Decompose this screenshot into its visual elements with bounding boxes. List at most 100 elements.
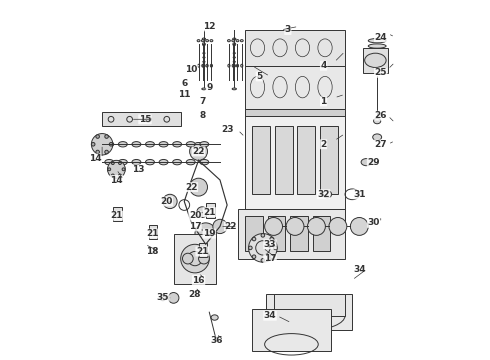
Bar bbox=[198, 243, 207, 257]
Bar bbox=[245, 109, 345, 116]
Circle shape bbox=[105, 135, 108, 138]
Bar bbox=[245, 112, 345, 208]
Circle shape bbox=[111, 162, 114, 165]
Ellipse shape bbox=[200, 159, 209, 165]
Bar bbox=[267, 294, 352, 330]
Ellipse shape bbox=[201, 40, 204, 42]
Ellipse shape bbox=[132, 159, 141, 165]
Text: 19: 19 bbox=[203, 229, 216, 238]
Ellipse shape bbox=[365, 53, 386, 67]
Text: 13: 13 bbox=[132, 165, 144, 174]
Text: 27: 27 bbox=[374, 140, 387, 149]
Circle shape bbox=[107, 160, 125, 178]
Text: 24: 24 bbox=[374, 33, 387, 42]
Text: 7: 7 bbox=[199, 97, 205, 106]
Bar bbox=[238, 208, 345, 258]
Bar bbox=[148, 225, 157, 239]
Text: 9: 9 bbox=[206, 83, 213, 92]
Ellipse shape bbox=[197, 64, 199, 67]
Circle shape bbox=[213, 219, 227, 234]
Circle shape bbox=[252, 255, 256, 258]
Ellipse shape bbox=[227, 40, 230, 42]
Ellipse shape bbox=[105, 141, 114, 147]
Ellipse shape bbox=[232, 40, 235, 42]
Ellipse shape bbox=[197, 40, 200, 42]
Circle shape bbox=[261, 258, 265, 262]
Bar bbox=[275, 126, 293, 194]
Circle shape bbox=[122, 168, 125, 171]
Circle shape bbox=[329, 217, 347, 235]
Text: 34: 34 bbox=[353, 265, 366, 274]
Ellipse shape bbox=[203, 64, 205, 67]
Text: 31: 31 bbox=[353, 190, 366, 199]
Text: 22: 22 bbox=[224, 222, 237, 231]
Text: 1: 1 bbox=[320, 97, 327, 106]
Ellipse shape bbox=[233, 64, 235, 67]
Ellipse shape bbox=[172, 141, 182, 147]
Bar bbox=[245, 216, 263, 251]
Circle shape bbox=[190, 143, 207, 160]
Ellipse shape bbox=[202, 64, 204, 67]
Bar bbox=[273, 294, 345, 316]
Circle shape bbox=[261, 234, 265, 237]
Ellipse shape bbox=[159, 159, 168, 165]
Ellipse shape bbox=[202, 88, 206, 90]
Ellipse shape bbox=[119, 141, 127, 147]
Circle shape bbox=[350, 217, 368, 235]
Circle shape bbox=[160, 295, 166, 301]
Ellipse shape bbox=[241, 40, 243, 42]
Text: 21: 21 bbox=[110, 211, 122, 220]
Ellipse shape bbox=[373, 118, 381, 124]
Ellipse shape bbox=[186, 141, 195, 147]
Circle shape bbox=[109, 143, 113, 146]
Ellipse shape bbox=[237, 64, 239, 67]
Text: 18: 18 bbox=[146, 247, 158, 256]
Circle shape bbox=[265, 217, 283, 235]
Circle shape bbox=[198, 253, 209, 264]
Text: 30: 30 bbox=[368, 219, 380, 228]
Bar bbox=[252, 309, 331, 351]
Bar bbox=[290, 216, 308, 251]
Ellipse shape bbox=[241, 64, 243, 67]
Text: 11: 11 bbox=[178, 90, 191, 99]
Text: 5: 5 bbox=[256, 72, 263, 81]
Circle shape bbox=[248, 234, 277, 262]
Text: 2: 2 bbox=[320, 140, 327, 149]
Circle shape bbox=[105, 150, 108, 154]
Circle shape bbox=[96, 150, 99, 154]
Circle shape bbox=[197, 207, 207, 217]
Circle shape bbox=[108, 168, 111, 171]
Ellipse shape bbox=[206, 40, 209, 42]
Ellipse shape bbox=[159, 141, 168, 147]
Circle shape bbox=[233, 43, 236, 46]
Circle shape bbox=[163, 194, 177, 208]
Ellipse shape bbox=[368, 44, 386, 48]
Text: 15: 15 bbox=[139, 115, 151, 124]
Ellipse shape bbox=[368, 49, 386, 54]
Circle shape bbox=[195, 223, 217, 244]
Text: 10: 10 bbox=[185, 65, 197, 74]
Ellipse shape bbox=[105, 159, 114, 165]
Ellipse shape bbox=[186, 159, 195, 165]
Text: 6: 6 bbox=[181, 79, 187, 88]
Ellipse shape bbox=[210, 64, 213, 67]
Ellipse shape bbox=[232, 64, 234, 67]
Ellipse shape bbox=[368, 39, 386, 43]
Text: 32: 32 bbox=[318, 190, 330, 199]
Circle shape bbox=[181, 244, 209, 273]
Ellipse shape bbox=[119, 159, 127, 165]
Text: 20: 20 bbox=[160, 197, 172, 206]
Text: 4: 4 bbox=[320, 61, 327, 70]
Circle shape bbox=[270, 237, 273, 241]
Ellipse shape bbox=[132, 141, 141, 147]
Text: 34: 34 bbox=[264, 311, 276, 320]
Text: 25: 25 bbox=[374, 68, 387, 77]
Bar bbox=[245, 66, 345, 109]
Bar bbox=[245, 30, 345, 66]
Text: 17: 17 bbox=[264, 254, 276, 263]
Ellipse shape bbox=[323, 191, 332, 198]
Text: 8: 8 bbox=[199, 111, 205, 120]
Text: 3: 3 bbox=[285, 26, 291, 35]
Circle shape bbox=[190, 178, 207, 196]
Bar bbox=[206, 203, 215, 217]
